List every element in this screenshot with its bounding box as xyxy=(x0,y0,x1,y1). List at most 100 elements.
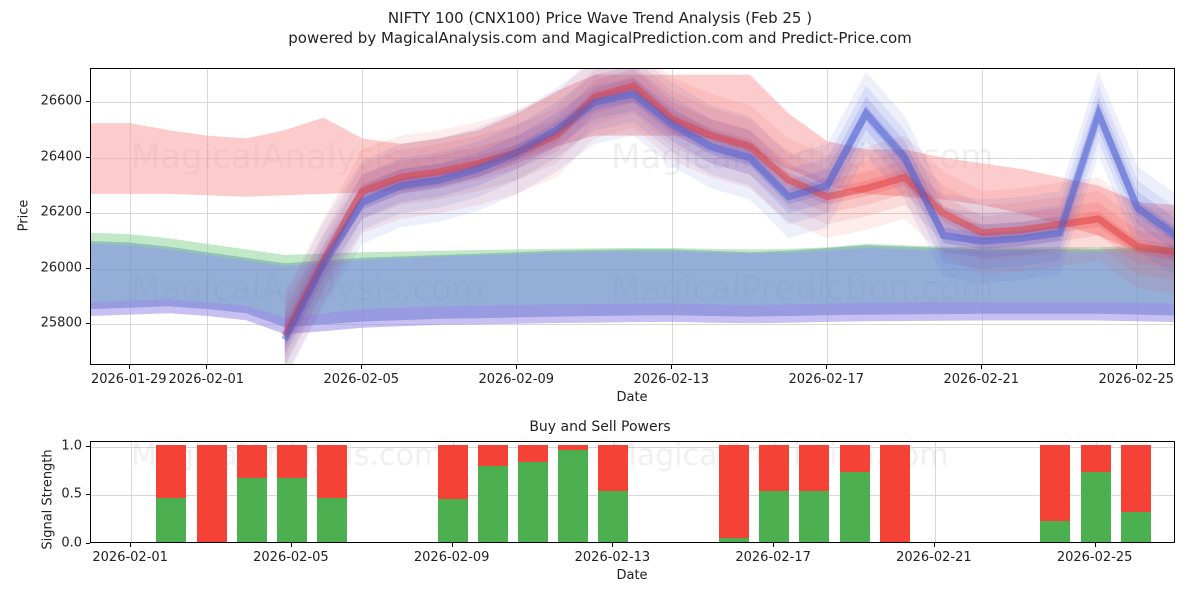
signal-xtick-label: 2026-02-13 xyxy=(574,550,651,565)
price-ytick-mark xyxy=(86,101,90,103)
forecast-line xyxy=(281,81,1174,338)
bar-stack[interactable] xyxy=(437,442,468,542)
bar-segment-sell xyxy=(156,444,187,499)
forecast-ribbon xyxy=(284,77,1174,357)
bar-segment-buy xyxy=(236,477,267,542)
price-xtick-label: 2026-01-29 xyxy=(90,372,167,387)
bar-segment-buy xyxy=(759,490,790,542)
price-xtick-mark xyxy=(516,365,518,369)
bar-segment-buy xyxy=(799,490,830,542)
bar-segment-buy xyxy=(437,499,468,542)
signal-ytick-label: 1.0 xyxy=(61,438,82,454)
forecast-ribbon xyxy=(284,69,1174,364)
bar-stack[interactable] xyxy=(317,442,348,542)
signal-ytick-label: 0.5 xyxy=(61,486,82,502)
bar-segment-sell xyxy=(236,444,267,478)
bar-segment-buy xyxy=(156,498,187,542)
signal-ytick-label: 0.0 xyxy=(61,535,82,551)
signal-chart-ylabel: Signal Strength xyxy=(40,449,56,550)
bar-segment-sell xyxy=(1040,444,1071,521)
signal-chart-title: Buy and Sell Powers xyxy=(529,419,671,435)
price-xtick-label: 2026-02-09 xyxy=(478,372,555,387)
gridline-vertical xyxy=(934,442,936,542)
bar-segment-sell xyxy=(879,444,910,542)
price-xtick-mark xyxy=(1136,365,1138,369)
price-xtick-mark xyxy=(826,365,828,369)
bar-segment-buy xyxy=(598,490,629,542)
signal-xtick-mark xyxy=(1094,543,1096,547)
signal-chart-xlabel: Date xyxy=(616,568,648,583)
bar-segment-buy xyxy=(276,477,307,542)
price-xtick-label: 2026-02-13 xyxy=(633,372,710,387)
signal-xtick-mark xyxy=(933,543,935,547)
figure-title-block: NIFTY 100 (CNX100) Price Wave Trend Anal… xyxy=(0,8,1200,48)
bar-stack[interactable] xyxy=(276,442,307,542)
price-xtick-mark xyxy=(128,365,130,369)
bar-stack[interactable] xyxy=(879,442,910,542)
price-ytick-mark xyxy=(86,323,90,325)
bar-segment-sell xyxy=(276,444,307,478)
bar-segment-sell xyxy=(799,444,830,491)
bar-stack[interactable] xyxy=(477,442,508,542)
price-ytick-label: 26000 xyxy=(40,260,82,276)
bar-stack[interactable] xyxy=(196,442,227,542)
gridline-vertical xyxy=(129,69,131,364)
bar-segment-buy xyxy=(839,472,870,542)
bar-segment-buy xyxy=(558,449,589,542)
price-band xyxy=(91,74,1174,261)
bar-segment-sell xyxy=(1080,444,1111,473)
gridline-vertical xyxy=(517,69,519,364)
bar-stack[interactable] xyxy=(1080,442,1111,542)
signal-xtick-label: 2026-02-09 xyxy=(413,550,490,565)
price-ytick-label: 25800 xyxy=(40,315,82,331)
bar-stack[interactable] xyxy=(759,442,790,542)
gridline-horizontal xyxy=(91,495,1174,497)
price-band xyxy=(91,299,1174,335)
price-xtick-mark xyxy=(671,365,673,369)
bar-stack[interactable] xyxy=(236,442,267,542)
gridline-vertical xyxy=(362,69,364,364)
bar-stack[interactable] xyxy=(839,442,870,542)
bar-stack[interactable] xyxy=(518,442,549,542)
price-ytick-mark xyxy=(86,212,90,214)
gridline-horizontal xyxy=(91,157,1174,159)
signal-xtick-label: 2026-02-17 xyxy=(735,550,811,565)
buy-sell-powers-chart[interactable]: MagicalAnalysis.comMagicalPrediction.com xyxy=(90,441,1175,543)
signal-ytick-mark xyxy=(86,494,90,496)
bar-stack[interactable] xyxy=(1120,442,1151,542)
bar-segment-buy xyxy=(317,498,348,542)
bar-segment-buy xyxy=(477,466,508,542)
bar-stack[interactable] xyxy=(799,442,830,542)
signal-ytick-mark xyxy=(86,445,90,447)
price-chart-xlabel: Date xyxy=(616,390,648,405)
bar-stack[interactable] xyxy=(1040,442,1071,542)
bar-segment-sell xyxy=(437,444,468,500)
signal-xtick-label: 2026-02-21 xyxy=(896,550,972,565)
bar-segment-sell xyxy=(558,444,589,450)
price-wave-chart[interactable]: MagicalAnalysis.comMagicalPrediction.com… xyxy=(90,68,1175,365)
price-band xyxy=(91,232,1174,267)
bar-segment-buy xyxy=(1120,511,1151,542)
bar-segment-sell xyxy=(317,444,348,499)
bar-stack[interactable] xyxy=(558,442,589,542)
page-subtitle: powered by MagicalAnalysis.com and Magic… xyxy=(288,29,912,47)
price-ytick-label: 26200 xyxy=(40,204,82,220)
forecast-ribbon xyxy=(284,69,1174,364)
price-xtick-label: 2026-02-17 xyxy=(788,372,865,387)
gridline-vertical xyxy=(827,69,829,364)
price-xtick-mark xyxy=(361,365,363,369)
bar-segment-sell xyxy=(839,444,870,473)
bar-segment-buy xyxy=(518,462,549,542)
price-xtick-label: 2026-02-05 xyxy=(323,372,400,387)
bar-stack[interactable] xyxy=(718,442,749,542)
price-ytick-mark xyxy=(86,156,90,158)
signal-xtick-mark xyxy=(290,543,292,547)
bar-segment-buy xyxy=(1080,472,1111,542)
bar-stack[interactable] xyxy=(598,442,629,542)
gridline-vertical xyxy=(207,69,209,364)
gridline-horizontal xyxy=(91,446,1174,448)
bar-segment-sell xyxy=(1120,444,1151,512)
signal-xtick-mark xyxy=(612,543,614,547)
bar-stack[interactable] xyxy=(156,442,187,542)
